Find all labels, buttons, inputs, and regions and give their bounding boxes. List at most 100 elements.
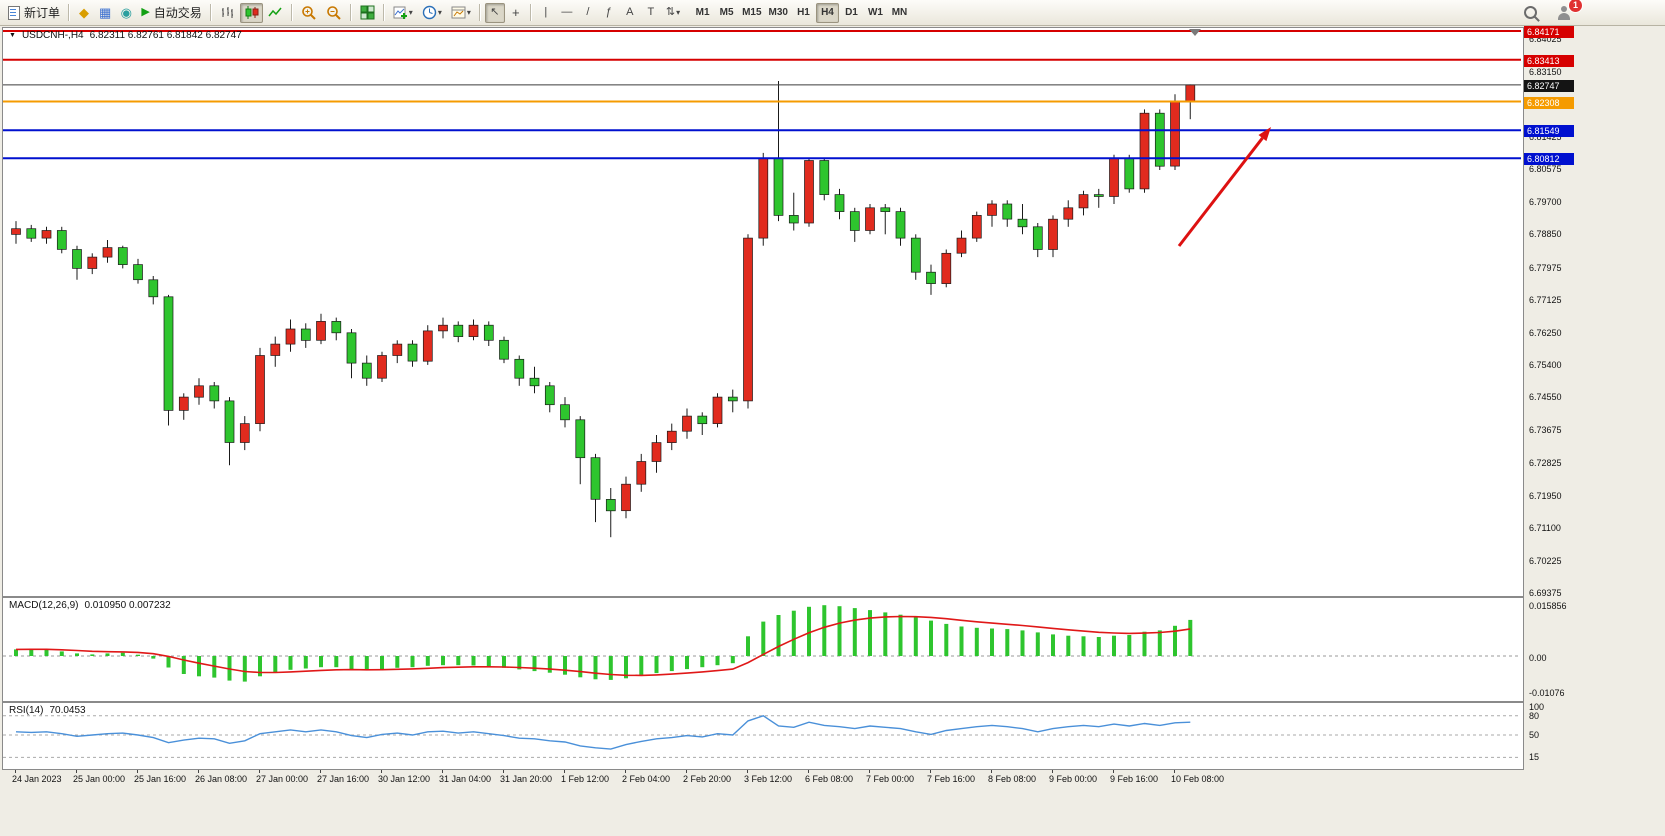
zoom-in-button[interactable]	[297, 3, 321, 23]
metaeditor-button[interactable]: ◆	[74, 3, 94, 23]
candle-body	[361, 362, 372, 379]
collapse-triangle-icon[interactable]: ▼	[9, 32, 16, 39]
new-order-icon	[8, 5, 20, 20]
timeframe-m1-button[interactable]: M1	[695, 7, 710, 18]
macd-histogram-bar	[395, 656, 400, 668]
caret-down-icon: ▾	[676, 8, 681, 17]
candle-body	[636, 461, 647, 485]
crosshair-tool-button[interactable]: +	[506, 3, 526, 23]
candle-body	[956, 237, 967, 254]
market-watch-button[interactable]: ▦	[95, 3, 115, 23]
text-icon: A	[626, 6, 634, 18]
arrows-tool-button[interactable]: ⇅ ▾	[662, 3, 684, 23]
timeframe-m30-button[interactable]: M30	[768, 7, 788, 18]
trendline-tool-button[interactable]: /	[578, 3, 598, 23]
macd-histogram-bar	[1005, 629, 1010, 656]
macd-chart[interactable]	[3, 598, 1521, 699]
vertical-line-tool-button[interactable]: |	[536, 3, 556, 23]
candle-body	[651, 442, 662, 462]
candle-body	[377, 355, 387, 379]
macd-axis[interactable]: 0.015856 0.00 -0.01076	[1524, 597, 1664, 700]
macd-histogram-bar	[151, 656, 156, 659]
macd-histogram-bar	[303, 656, 308, 669]
candle-body	[910, 237, 921, 273]
timeframe-h4-button[interactable]: H4	[815, 2, 839, 23]
macd-histogram-bar	[380, 656, 384, 670]
candle-body	[941, 252, 952, 284]
candle-body	[1093, 194, 1104, 197]
chart-shift-marker[interactable]	[1189, 29, 1201, 36]
rsi-axis[interactable]: 100 80 50 15	[1524, 702, 1664, 768]
price-axis[interactable]: 6.840256.831506.814256.805756.797006.788…	[1524, 26, 1664, 598]
rsi-line	[15, 715, 1191, 750]
text-tool-button[interactable]: A	[620, 3, 640, 23]
candle-body	[468, 324, 479, 337]
horizontal-line-tool-button[interactable]: —	[557, 3, 577, 23]
timeframe-d1-button[interactable]: D1	[845, 7, 858, 18]
zoom-out-button[interactable]	[322, 3, 346, 23]
cursor-tool-button[interactable]: ↖	[484, 2, 505, 23]
candle-body	[346, 332, 357, 364]
time-label: 10 Feb 08:00	[1171, 774, 1225, 784]
auto-trading-button[interactable]: ▶ 自动交易	[137, 3, 205, 23]
rsi-panel[interactable]: RSI(14) 70.0453	[2, 702, 1524, 770]
fibonacci-tool-button[interactable]: ƒ	[599, 3, 619, 23]
macd-panel[interactable]: MACD(12,26,9) 0.010950 0.007232	[2, 597, 1524, 702]
macd-histogram-bar	[1081, 636, 1086, 656]
line-chart-button[interactable]	[264, 3, 287, 23]
candle-body	[453, 324, 464, 337]
macd-label: MACD(12,26,9) 0.010950 0.007232	[9, 600, 171, 611]
timeframe-w1-button[interactable]: W1	[867, 7, 883, 18]
rsi-chart[interactable]	[3, 703, 1521, 767]
price-scale-label: 6.80575	[1529, 164, 1562, 175]
timeframe-h1-button[interactable]: H1	[797, 7, 810, 18]
price-scale-label: 6.77975	[1529, 262, 1562, 273]
macd-histogram-bar	[364, 656, 369, 671]
separator	[68, 4, 71, 21]
candle-body	[239, 423, 250, 443]
candle-body	[499, 339, 509, 360]
timeframe-m5-button[interactable]: M5	[719, 7, 734, 18]
template-icon	[451, 6, 466, 19]
time-axis[interactable]: 24 Jan 2023 25 Jan 00:00 25 Jan 16:00 26 Ja…	[2, 770, 1658, 787]
macd-histogram-bar	[1096, 637, 1101, 656]
arrow-head[interactable]	[1258, 127, 1271, 142]
macd-histogram-bar	[410, 656, 415, 668]
candle-body	[788, 215, 799, 224]
candle-body	[712, 396, 723, 424]
candle-body	[392, 343, 403, 356]
macd-histogram-bar	[242, 656, 247, 682]
candlestick-chart[interactable]	[3, 28, 1521, 594]
notification-badge[interactable]: 1	[1568, 0, 1583, 13]
main-chart-panel[interactable]: ▼ USDCNH-,H4 6.82311 6.82761 6.81842 6.8…	[2, 27, 1524, 597]
candle-body	[880, 207, 891, 212]
timeframe-m15-button[interactable]: M15	[742, 7, 762, 18]
candle-body	[590, 457, 601, 500]
macd-signal-line	[15, 615, 1191, 677]
candle-body	[1109, 158, 1119, 197]
new-order-button[interactable]: 新订单	[4, 3, 64, 23]
macd-histogram-bar	[502, 656, 506, 668]
time-label: 30 Jan 12:00	[378, 774, 431, 784]
periods-button[interactable]: ▾	[418, 3, 446, 23]
candle-body	[605, 499, 616, 512]
new-chart-button[interactable]: ▾	[389, 3, 417, 23]
price-scale-label: 6.79700	[1529, 197, 1562, 208]
bar-chart-button[interactable]	[216, 3, 239, 23]
macd-histogram-bar	[593, 656, 598, 680]
macd-histogram-bar	[1112, 635, 1116, 656]
timeframe-mn-button[interactable]: MN	[891, 7, 908, 18]
templates-button[interactable]: ▾	[447, 3, 475, 23]
community-button[interactable]: ◉	[116, 3, 136, 23]
tile-windows-button[interactable]	[356, 3, 379, 23]
macd-histogram-bar	[608, 656, 613, 680]
metaeditor-icon: ◆	[79, 5, 90, 20]
candlestick-chart-button[interactable]	[239, 2, 263, 23]
label-tool-button[interactable]: T	[641, 3, 661, 23]
account-button[interactable]: 1	[1553, 0, 1583, 23]
price-badge: 6.81549	[1524, 125, 1574, 138]
search-button[interactable]	[1520, 3, 1541, 23]
macd-histogram-bar	[273, 656, 278, 673]
arrow-object[interactable]	[1177, 137, 1264, 247]
candle-body	[1063, 207, 1074, 220]
